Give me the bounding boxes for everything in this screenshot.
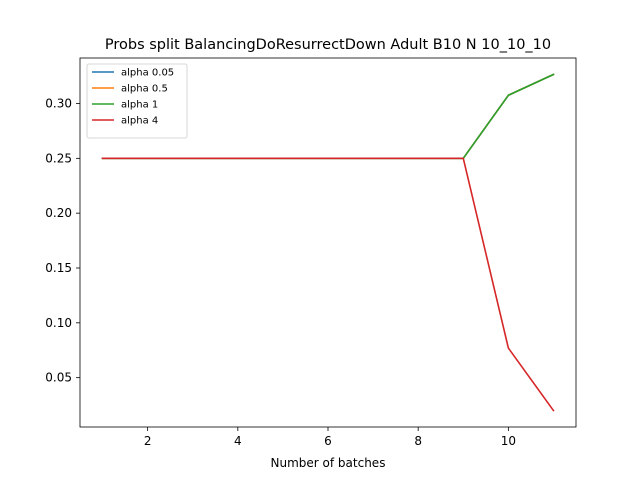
y-tick-label-0: 0.05: [45, 371, 72, 385]
legend: alpha 0.05 alpha 0.5 alpha 1 alpha 4: [86, 63, 188, 139]
legend-label-2: alpha 1: [121, 100, 158, 111]
x-tick-label-2: 6: [324, 434, 332, 448]
x-axis-ticks: 2 4 6 8 10: [144, 427, 516, 448]
y-tick-label-3: 0.20: [45, 206, 72, 220]
x-tick-label-1: 4: [234, 434, 242, 448]
plot-lines: [101, 73, 555, 412]
y-tick-label-5: 0.30: [45, 97, 72, 111]
x-tick-label-4: 10: [501, 434, 516, 448]
x-tick-label-3: 8: [414, 434, 422, 448]
y-tick-label-4: 0.25: [45, 151, 72, 165]
legend-label-0: alpha 0.05: [121, 68, 174, 79]
chart-title: Probs split BalancingDoResurrectDown Adu…: [105, 37, 551, 53]
y-tick-label-1: 0.10: [45, 316, 72, 330]
y-tick-label-2: 0.15: [45, 261, 72, 275]
series-line-3: [101, 157, 555, 412]
x-axis-label: Number of batches: [271, 456, 386, 470]
legend-label-1: alpha 0.5: [121, 84, 168, 95]
y-axis-ticks: 0.05 0.10 0.15 0.20 0.25 0.30: [45, 97, 80, 385]
x-tick-label-0: 2: [144, 434, 152, 448]
legend-label-3: alpha 4: [121, 116, 158, 127]
